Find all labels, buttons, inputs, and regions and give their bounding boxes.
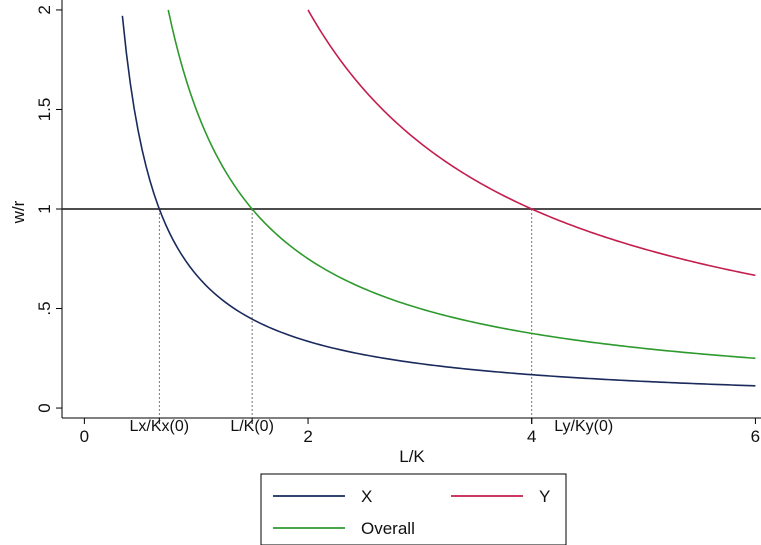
- x-axis-title: L/K: [399, 447, 425, 466]
- y-tick-label-0: 0: [35, 403, 54, 412]
- legend-label-overall: Overall: [361, 519, 415, 538]
- legend: X Y Overall: [260, 473, 567, 545]
- series-line-overall: [167, 9, 756, 360]
- y-tick-label-2: 1: [35, 204, 54, 213]
- marker-label-2: Ly/Ky(0): [554, 418, 613, 435]
- x-tick-label-3: 6: [751, 427, 760, 446]
- x-tick-label-2: 4: [527, 427, 536, 446]
- y-tick-label-3: 1.5: [35, 98, 54, 122]
- marker-label-0: Lx/Kx(0): [130, 418, 190, 435]
- legend-box: [260, 473, 567, 545]
- y-tick-label-1: .5: [35, 301, 54, 315]
- plot-area: 0 .5 1 1.5 2 0 2 4 6 Lx/Kx(0) L/K(0) Ly/Ky(0): [35, 0, 761, 446]
- y-axis-title: w/r: [9, 200, 28, 224]
- series-line-y: [307, 9, 756, 277]
- marker-label-1: L/K(0): [230, 418, 274, 435]
- y-tick-label-4: 2: [35, 5, 54, 14]
- legend-label-x: X: [361, 487, 372, 506]
- x-tick-label-1: 2: [303, 427, 312, 446]
- series-line-x: [121, 15, 756, 387]
- legend-label-y: Y: [539, 487, 550, 506]
- x-tick-label-0: 0: [80, 427, 89, 446]
